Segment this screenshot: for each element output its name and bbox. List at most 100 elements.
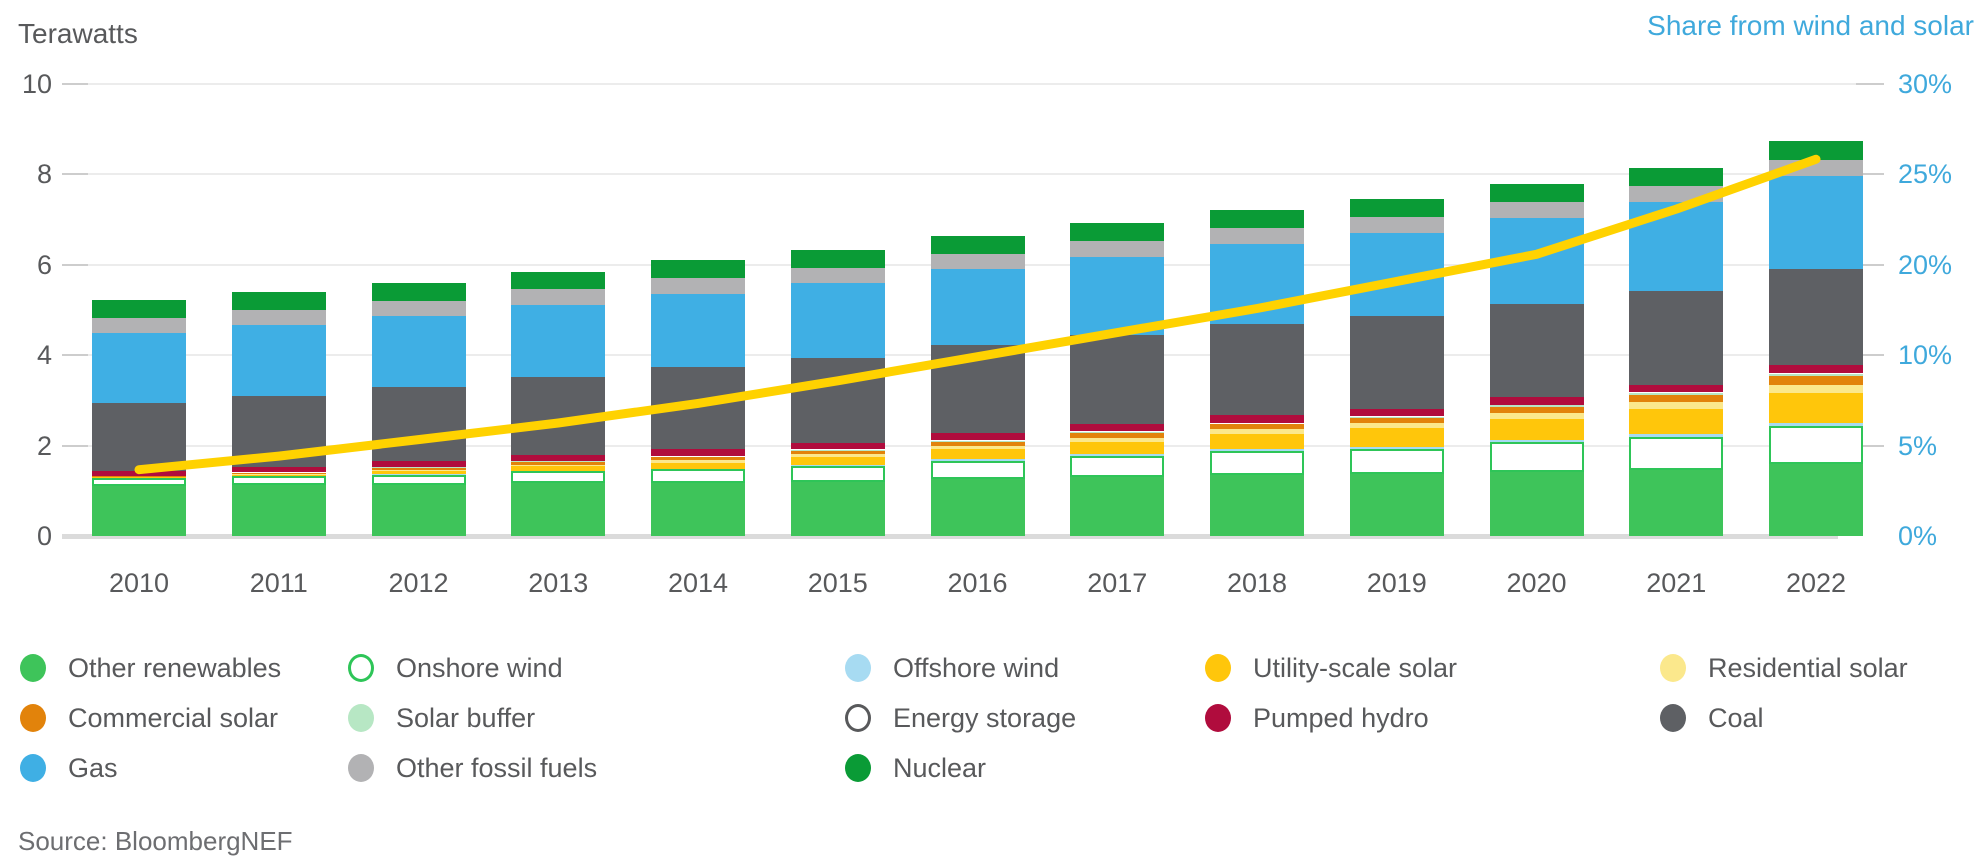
bar-segment-onshore-wind-2021 [1629,436,1724,471]
bar-segment-coal-2018 [1210,324,1304,416]
left-tick-mark [62,173,88,176]
bar-2021 [1629,167,1724,536]
bar-segment-residential-solar-2021 [1629,402,1724,410]
legend-swatch-energy-storage [845,704,871,732]
bar-segment-coal-2017 [1070,334,1165,424]
right-tick-mark [1856,263,1884,266]
bar-segment-commercial-solar-2022 [1769,375,1863,385]
bar-segment-nuclear-2010 [92,300,186,318]
legend-swatch-other-renewables [20,654,46,682]
x-axis-label-2012: 2012 [388,568,449,598]
bar-segment-utility-scale-solar-2017 [1070,441,1165,455]
bar-segment-other-renewables-2018 [1210,474,1304,536]
legend-label: Commercial solar [68,702,279,733]
bar-segment-pumped-hydro-2016 [930,433,1025,441]
gridline [62,83,1882,85]
left-axis-title: Terawatts [18,18,138,49]
bar-2022 [1769,141,1863,536]
bar-segment-gas-2022 [1769,176,1863,269]
bar-segment-nuclear-2016 [930,235,1025,254]
legend-label: Nuclear [893,752,987,783]
legend-label: Utility-scale solar [1253,652,1458,683]
bar-segment-gas-2015 [790,282,885,358]
bar-segment-coal-2013 [511,377,606,455]
bar-segment-other-renewables-2013 [511,483,606,536]
legend-swatch-pumped-hydro [1205,704,1231,732]
bar-segment-onshore-wind-2016 [930,460,1025,479]
bar-segment-onshore-wind-2015 [790,465,885,482]
left-tick-mark [62,354,88,357]
legend-item-solar-buffer: Solar buffer [348,701,535,735]
x-axis-label-2016: 2016 [947,568,1008,598]
legend-swatch-gas [20,754,46,782]
bar-segment-onshore-wind-2017 [1070,456,1165,477]
bar-segment-other-fossil-fuels-2019 [1349,217,1444,234]
bar-segment-utility-scale-solar-2022 [1769,392,1863,423]
legend-swatch-onshore-wind [348,654,374,682]
right-tick-mark [1856,444,1884,447]
bar-segment-other-fossil-fuels-2018 [1210,227,1304,244]
bar-2014 [651,260,745,536]
bar-segment-onshore-wind-2020 [1489,442,1584,473]
legend-item-offshore-wind: Offshore wind [845,651,1059,685]
bar-segment-other-fossil-fuels-2011 [231,310,326,326]
bar-segment-other-fossil-fuels-2022 [1769,160,1863,177]
bar-segment-pumped-hydro-2017 [1070,424,1165,432]
bar-segment-coal-2020 [1489,303,1584,397]
y-axis-tick-label: 8 [36,159,52,190]
bar-segment-other-fossil-fuels-2010 [92,317,186,333]
legend-item-other-renewables: Other renewables [20,651,281,685]
bar-segment-other-renewables-2021 [1629,470,1724,536]
bar-2019 [1349,198,1444,536]
bar-segment-other-fossil-fuels-2014 [651,278,745,294]
legend-label: Offshore wind [893,652,1060,683]
source-note: Source: BloombergNEF [18,826,293,856]
bar-segment-coal-2016 [930,345,1025,434]
bar-segment-other-renewables-2017 [1070,476,1165,536]
y-axis-tick-label: 0 [36,521,52,551]
y-axis-tick-label: 4 [36,340,52,371]
legend-label: Solar buffer [396,702,536,733]
legend-label: Other renewables [68,652,282,683]
legend-item-energy-storage: Energy storage [845,701,1076,735]
legend-item-other-fossil-fuels: Other fossil fuels [348,751,597,785]
bar-segment-gas-2010 [92,332,186,403]
bar-segment-onshore-wind-2019 [1349,448,1444,475]
bar-segment-nuclear-2020 [1489,183,1584,203]
bar-segment-gas-2019 [1349,233,1444,316]
bar-2017 [1070,222,1165,536]
bar-segment-commercial-solar-2021 [1629,394,1724,403]
legend-item-pumped-hydro: Pumped hydro [1205,701,1429,735]
bar-2011 [231,292,326,536]
bar-segment-nuclear-2014 [651,260,745,279]
bar-segment-nuclear-2017 [1070,222,1165,241]
y-axis-tick-label: 6 [36,249,52,280]
bar-segment-other-renewables-2022 [1769,463,1863,536]
legend-item-residential-solar: Residential solar [1660,651,1908,685]
bar-segment-other-renewables-2020 [1489,472,1584,536]
bar-segment-residential-solar-2022 [1769,384,1863,393]
legend-item-gas: Gas [20,751,118,785]
bar-segment-other-renewables-2016 [930,478,1025,536]
bar-segment-other-renewables-2011 [231,485,326,536]
bar-2015 [790,249,885,536]
bar-segment-coal-2022 [1769,268,1863,365]
x-axis-label-2010: 2010 [108,568,170,598]
bar-segment-nuclear-2019 [1349,198,1444,218]
bar-segment-other-fossil-fuels-2020 [1489,202,1584,218]
bar-segment-onshore-wind-2014 [651,469,745,483]
bar-segment-onshore-wind-2022 [1769,425,1863,464]
legend-label: Gas [68,752,118,783]
bar-segment-gas-2020 [1489,217,1584,304]
right-axis-title: Share from wind and solar [1647,10,1974,41]
legend-swatch-coal [1660,704,1686,732]
bar-segment-other-fossil-fuels-2021 [1629,186,1724,203]
bar-segment-nuclear-2015 [790,249,885,268]
bar-segment-onshore-wind-2012 [371,474,466,485]
bar-segment-nuclear-2011 [231,292,326,311]
bar-segment-coal-2011 [231,395,326,467]
legend-item-commercial-solar: Commercial solar [20,701,278,735]
x-axis-label-2019: 2019 [1366,568,1427,598]
legend-swatch-solar-buffer [348,704,374,732]
bar-segment-gas-2021 [1629,202,1724,291]
